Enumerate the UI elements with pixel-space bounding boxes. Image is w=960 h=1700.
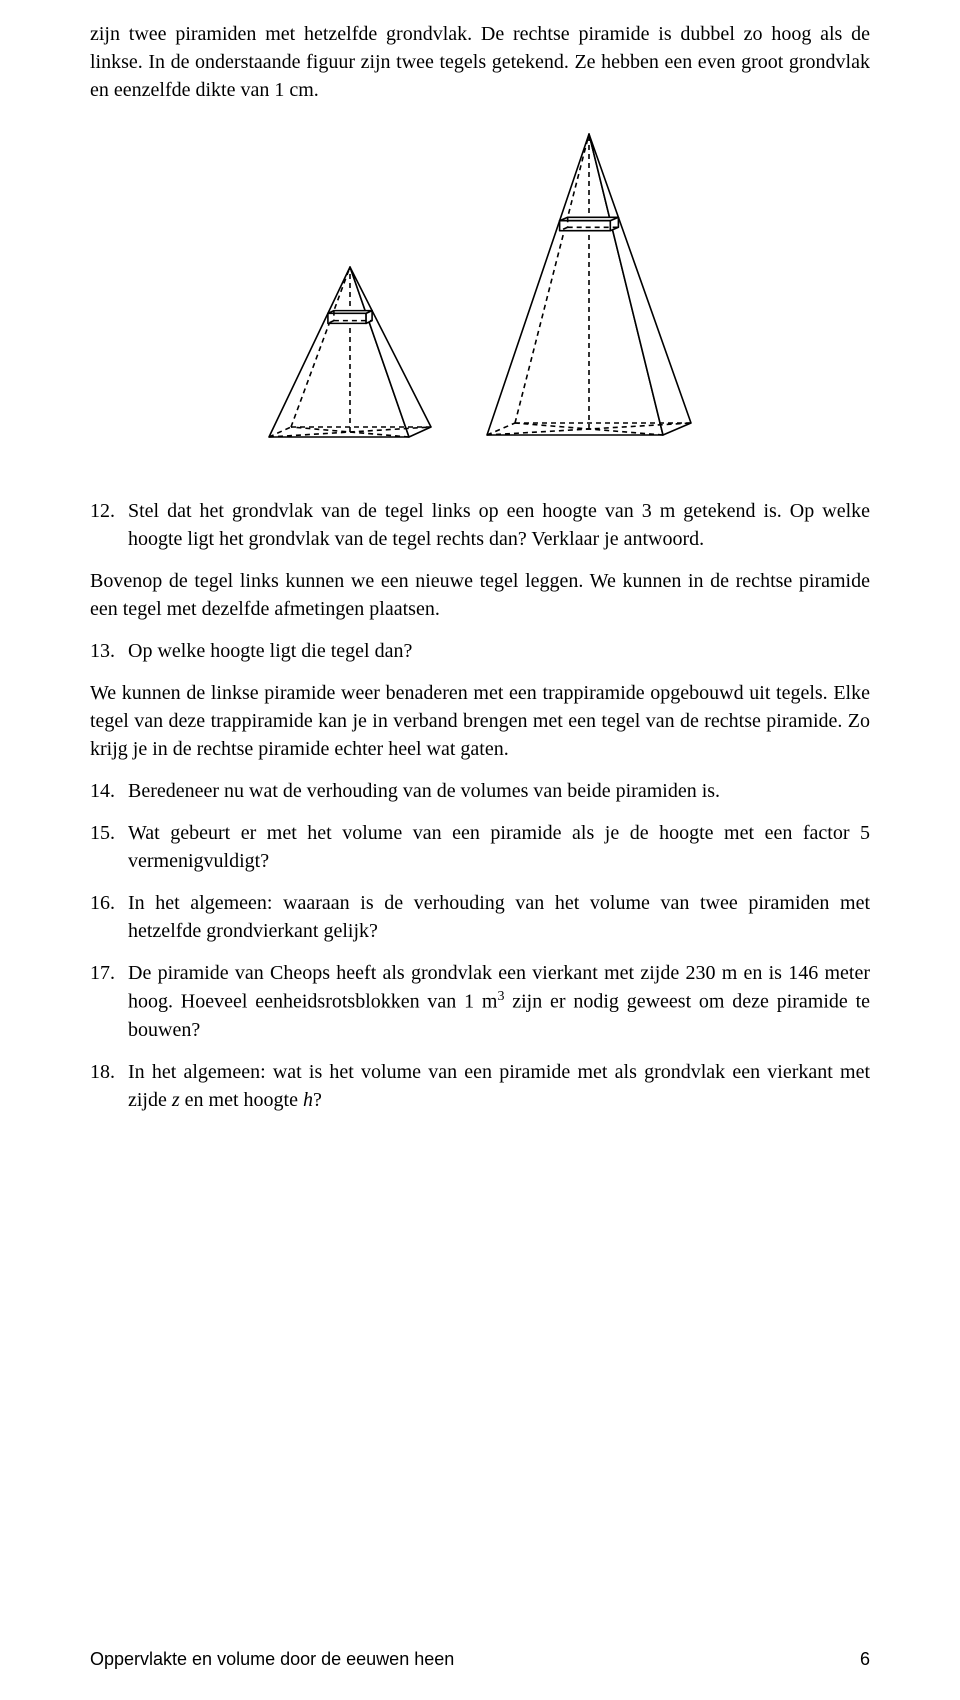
item-16: 16. In het algemeen: waaraan is de verho… — [90, 889, 870, 945]
paragraph-after-12: Bovenop de tegel links kunnen we een nie… — [90, 567, 870, 623]
item-text: In het algemeen: waaraan is de verhoudin… — [128, 889, 870, 945]
item-text: Beredeneer nu wat de verhouding van de v… — [128, 777, 870, 805]
item-18: 18. In het algemeen: wat is het volume v… — [90, 1058, 870, 1114]
pyramids-figure — [90, 132, 870, 461]
footer-page-number: 6 — [860, 1649, 870, 1670]
item-18-z: z — [172, 1089, 180, 1111]
item-18-h: h — [303, 1089, 313, 1111]
pyramid-left — [261, 264, 439, 461]
item-15: 15. Wat gebeurt er met het volume van ee… — [90, 819, 870, 875]
item-text: In het algemeen: wat is het volume van e… — [128, 1058, 870, 1114]
item-number: 16. — [90, 889, 128, 945]
item-18-post: ? — [313, 1089, 322, 1111]
item-text: De piramide van Cheops heeft als grondvl… — [128, 959, 870, 1044]
item-number: 14. — [90, 777, 128, 805]
item-14: 14. Beredeneer nu wat de verhouding van … — [90, 777, 870, 805]
item-number: 13. — [90, 637, 128, 665]
pyramid-right — [479, 132, 699, 461]
item-18-mid: en met hoogte — [180, 1089, 303, 1111]
item-number: 17. — [90, 959, 128, 1044]
page: zijn twee piramiden met hetzelfde grondv… — [0, 0, 960, 1700]
item-17: 17. De piramide van Cheops heeft als gro… — [90, 959, 870, 1044]
item-12: 12. Stel dat het grondvlak van de tegel … — [90, 497, 870, 553]
item-number: 18. — [90, 1058, 128, 1114]
item-text: Wat gebeurt er met het volume van een pi… — [128, 819, 870, 875]
item-text: Op welke hoogte ligt die tegel dan? — [128, 637, 870, 665]
item-number: 15. — [90, 819, 128, 875]
item-13: 13. Op welke hoogte ligt die tegel dan? — [90, 637, 870, 665]
footer-title: Oppervlakte en volume door de eeuwen hee… — [90, 1649, 454, 1670]
intro-paragraph: zijn twee piramiden met hetzelfde grondv… — [90, 20, 870, 104]
item-number: 12. — [90, 497, 128, 553]
paragraph-after-13: We kunnen de linkse piramide weer benade… — [90, 679, 870, 763]
item-text: Stel dat het grondvlak van de tegel link… — [128, 497, 870, 553]
page-footer: Oppervlakte en volume door de eeuwen hee… — [90, 1649, 870, 1670]
